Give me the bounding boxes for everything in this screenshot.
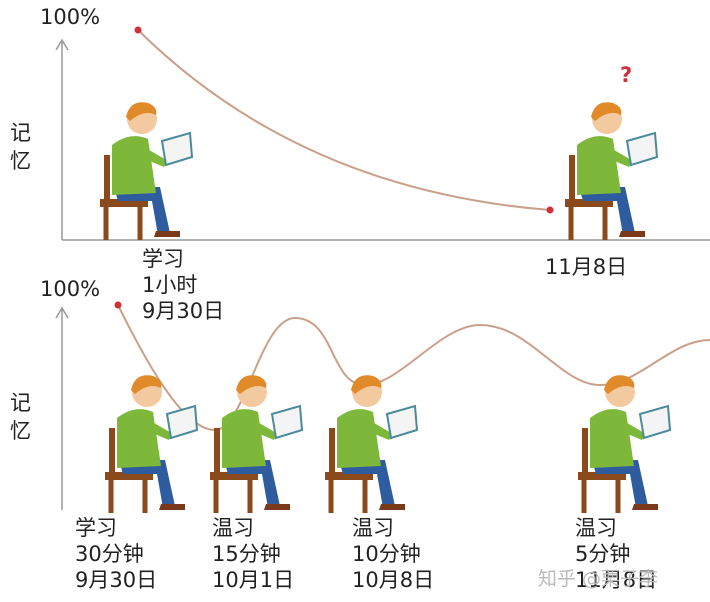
caption: 温习 — [575, 516, 617, 540]
axis — [56, 308, 68, 510]
caption: 温习 — [352, 516, 394, 540]
diagram: 100%记忆?学习1小时9月30日11月8日100%记忆学习30分钟9月30日温… — [0, 0, 710, 602]
caption: 10月1日 — [212, 568, 294, 592]
caption: 10分钟 — [352, 542, 421, 566]
caption: 15分钟 — [212, 542, 281, 566]
forgetting-curve — [138, 30, 550, 210]
caption: 9月30日 — [142, 299, 224, 323]
caption: 10月8日 — [352, 568, 434, 592]
axis-top-label: 100% — [40, 277, 100, 301]
curve-dot — [135, 27, 142, 34]
caption: 9月30日 — [75, 568, 157, 592]
boy — [105, 375, 197, 513]
axis-top-label: 100% — [40, 5, 100, 29]
caption: 学习 — [75, 516, 117, 540]
boy — [210, 375, 302, 513]
curve-dot — [115, 302, 122, 309]
axis-label: 忆 — [10, 149, 31, 173]
caption: 5分钟 — [575, 542, 630, 566]
axis-label: 记 — [10, 391, 31, 415]
caption: 学习 — [142, 247, 184, 271]
watermark: 知乎 @栗子李 — [538, 568, 658, 590]
page: 100%记忆?学习1小时9月30日11月8日100%记忆学习30分钟9月30日温… — [0, 0, 710, 602]
boy — [565, 102, 657, 240]
axis-label: 记 — [10, 121, 31, 145]
question-mark: ? — [620, 63, 632, 87]
boy — [578, 375, 670, 513]
boy — [325, 375, 417, 513]
curve-dot — [547, 207, 554, 214]
caption: 1小时 — [142, 273, 197, 297]
caption: 30分钟 — [75, 542, 144, 566]
boy — [100, 102, 192, 240]
axis-label: 忆 — [10, 419, 31, 443]
caption: 温习 — [212, 516, 254, 540]
caption: 11月8日 — [545, 255, 627, 279]
